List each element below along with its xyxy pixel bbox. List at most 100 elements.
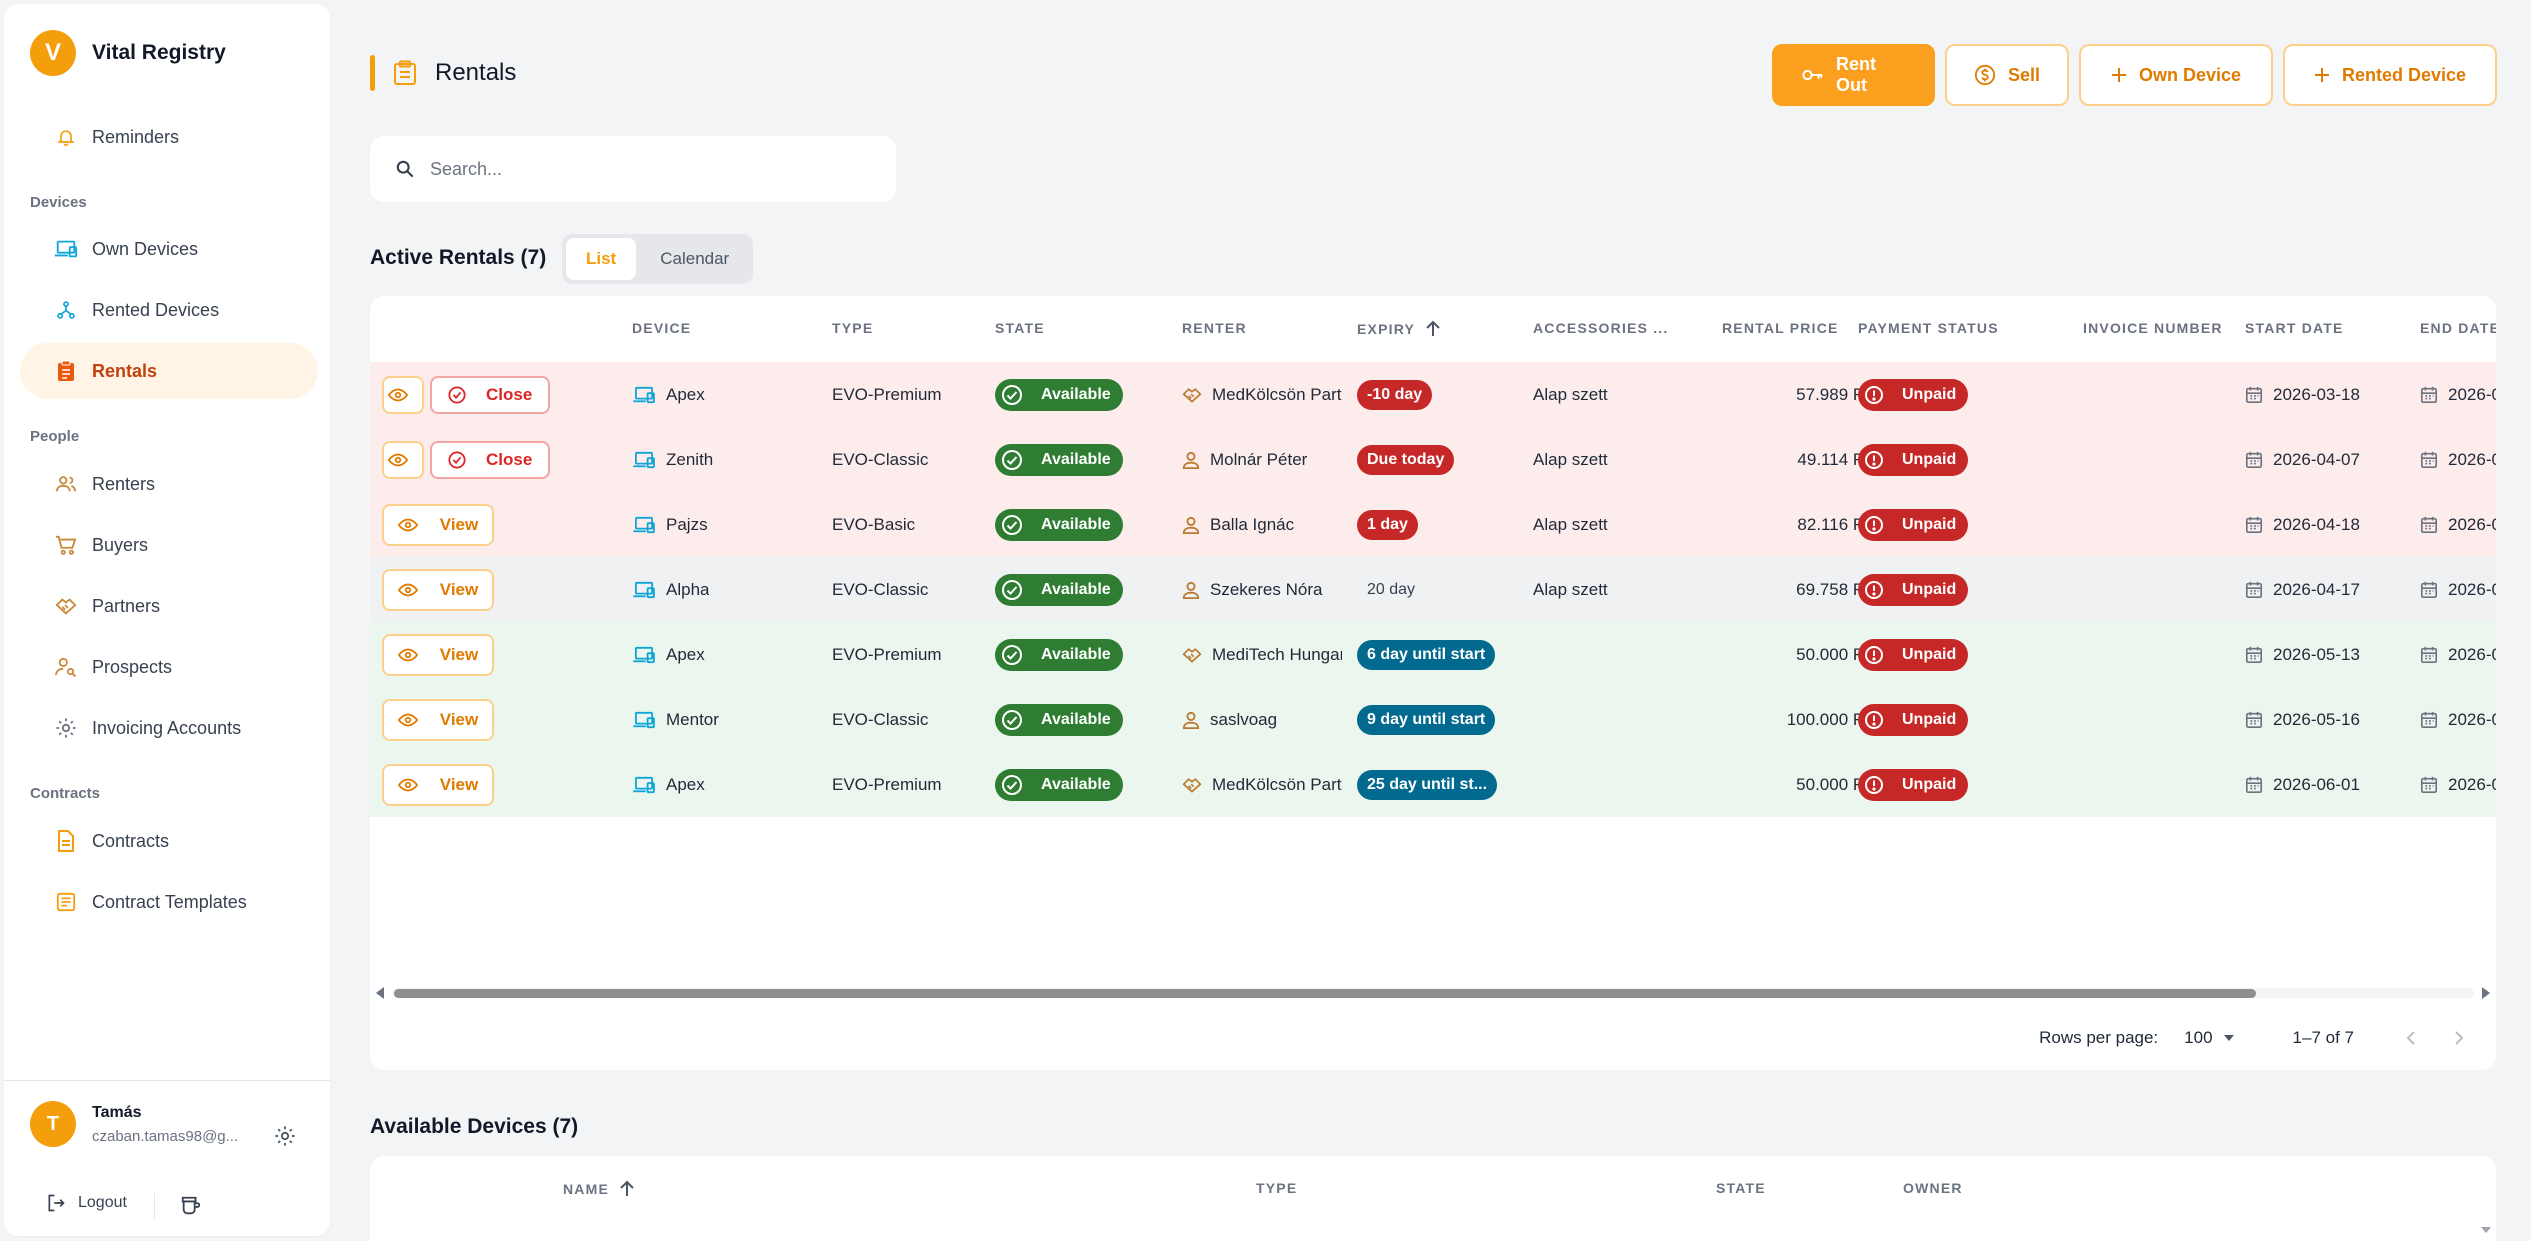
device-cell[interactable]: Mentor	[632, 687, 719, 752]
sidebar-item-contract-templates[interactable]: Contract Templates	[20, 874, 318, 930]
column-header-accessories[interactable]: ACCESSORIES ...	[1533, 320, 1669, 336]
device-icon	[632, 776, 656, 794]
handshake-icon	[1182, 386, 1202, 404]
sidebar-item-reminders[interactable]: Reminders	[20, 109, 318, 165]
expiry-cell: 6 day until start	[1357, 622, 1496, 687]
network-icon	[54, 298, 78, 322]
sidebar-item-rentals[interactable]: Rentals	[20, 343, 318, 399]
sidebar-item-prospects[interactable]: Prospects	[20, 639, 318, 695]
device-type: EVO-Classic	[832, 579, 929, 599]
column-header-owner[interactable]: OWNER	[1903, 1180, 1963, 1196]
column-header-end-date[interactable]: END DATE	[2420, 320, 2496, 336]
renter-cell[interactable]: MedKölcsön Partner	[1182, 362, 1342, 427]
add-own-device-button[interactable]: Own Device	[2079, 44, 2273, 106]
scrollbar-thumb[interactable]	[394, 989, 2256, 998]
view-rental-button[interactable]: View	[382, 763, 494, 806]
tab-list[interactable]: List	[566, 238, 637, 280]
column-header-payment-status[interactable]: PAYMENT STATUS	[1858, 320, 1999, 336]
sidebar-item-own-devices[interactable]: Own Devices	[20, 221, 318, 277]
view-rental-button[interactable]: View	[382, 503, 494, 546]
column-header-name[interactable]: NAME	[563, 1180, 635, 1198]
sidebar-item-invoicing-accounts[interactable]: Invoicing Accounts	[20, 700, 318, 756]
calendar-icon	[2420, 386, 2438, 404]
renter-cell[interactable]: MedKölcsön Partner	[1182, 752, 1342, 817]
expiry-badge: 1 day	[1357, 509, 1418, 540]
expiry-badge: 25 day until st...	[1357, 769, 1498, 800]
table-row[interactable]: View Apex EVO-Premium Available MedKölcsön P…	[370, 752, 2496, 817]
settings-gear-icon[interactable]	[274, 1125, 296, 1147]
column-header-renter[interactable]: RENTER	[1182, 320, 1247, 336]
search-input[interactable]	[430, 158, 850, 180]
device-icon	[632, 711, 656, 729]
column-header-device[interactable]: DEVICE	[632, 320, 692, 336]
payment-label: Unpaid	[1902, 645, 1957, 663]
view-rental-button[interactable]: View	[382, 698, 494, 741]
table-row[interactable]: View Mentor EVO-Classic Available saslvoag 9 …	[370, 687, 2496, 752]
renter-cell[interactable]: saslvoag	[1182, 687, 1342, 752]
close-rental-button[interactable]: Close	[430, 375, 551, 414]
tab-calendar[interactable]: Calendar	[660, 249, 730, 268]
end-date-cell: 2026-07-01	[2420, 752, 2496, 817]
sidebar-item-contracts[interactable]: Contracts	[20, 813, 318, 869]
sidebar-item-renters[interactable]: Renters	[20, 456, 318, 512]
column-header-state[interactable]: STATE	[995, 320, 1045, 336]
rent-out-button[interactable]: Rent Out	[1772, 44, 1935, 106]
view-rental-button[interactable]: View	[382, 633, 494, 676]
column-header-type[interactable]: TYPE	[1256, 1180, 1298, 1196]
column-header-expiry[interactable]: EXPIRY	[1357, 320, 1441, 338]
sell-button[interactable]: Sell	[1945, 44, 2069, 106]
column-header-invoice-number[interactable]: INVOICE NUMBER	[2083, 320, 2223, 336]
renter-cell[interactable]: Balla Ignác	[1182, 492, 1342, 557]
scroll-left-arrow-icon[interactable]	[374, 986, 386, 1000]
sidebar-item-buyers[interactable]: Buyers	[20, 517, 318, 573]
device-cell[interactable]: Apex	[632, 752, 705, 817]
coffee-icon[interactable]	[180, 1195, 202, 1217]
column-header-state[interactable]: STATE	[1716, 1180, 1766, 1196]
brand[interactable]: V Vital Registry	[30, 30, 226, 76]
start-date: 2026-04-07	[2273, 449, 2360, 469]
table-row[interactable]: Close Apex EVO-Premium Available MedKölcsön …	[370, 362, 2496, 427]
scroll-right-arrow-icon[interactable]	[2480, 986, 2492, 1000]
payment-status-cell: Unpaid	[1858, 362, 1969, 427]
user-profile[interactable]: T Tamás czaban.tamas98@g...	[30, 1101, 238, 1147]
device-type: EVO-Classic	[832, 709, 929, 729]
device-cell[interactable]: Alpha	[632, 557, 709, 622]
view-icon-button[interactable]	[382, 375, 424, 414]
close-rental-button[interactable]: Close	[430, 440, 551, 479]
status-badge: Available	[995, 573, 1123, 606]
view-rental-button[interactable]: View	[382, 568, 494, 611]
renter-cell[interactable]: Szekeres Nóra	[1182, 557, 1342, 622]
column-header-rental-price[interactable]: RENTAL PRICE	[1722, 320, 1839, 336]
previous-page-icon[interactable]	[2394, 1021, 2428, 1055]
renter-cell[interactable]: MediTech Hungary	[1182, 622, 1342, 687]
renter-name: MedKölcsön Partner	[1212, 774, 1342, 794]
active-rentals-title: Active Rentals (7)	[370, 246, 547, 269]
payment-badge: Unpaid	[1858, 638, 1969, 671]
sort-ascending-icon	[619, 1180, 635, 1198]
table-row[interactable]: Close Zenith EVO-Classic Available Molnár Pé…	[370, 427, 2496, 492]
start-date-cell: 2026-05-16	[2245, 687, 2360, 752]
scroll-down-arrow-icon[interactable]	[2480, 1226, 2492, 1234]
available-devices-table: NAME TYPE STATE OWNER	[370, 1156, 2496, 1241]
horizontal-scrollbar[interactable]	[370, 982, 2496, 1004]
device-cell[interactable]: Zenith	[632, 427, 713, 492]
status-label: Available	[1041, 385, 1111, 403]
table-row[interactable]: View Apex EVO-Premium Available MediTech Hun…	[370, 622, 2496, 687]
rows-per-page-select[interactable]: 100	[2184, 1028, 2234, 1048]
table-row[interactable]: View Alpha EVO-Classic Available Szekeres Nó…	[370, 557, 2496, 622]
column-header-type[interactable]: TYPE	[832, 320, 874, 336]
sidebar-item-partners[interactable]: Partners	[20, 578, 318, 634]
next-page-icon[interactable]	[2442, 1021, 2476, 1055]
renter-cell[interactable]: Molnár Péter	[1182, 427, 1342, 492]
logout-button[interactable]: Logout	[46, 1193, 127, 1213]
table-row[interactable]: View Pajzs EVO-Basic Available Balla Ignác 1 …	[370, 492, 2496, 557]
column-header-label: NAME	[563, 1181, 610, 1197]
sidebar-item-rented-devices[interactable]: Rented Devices	[20, 282, 318, 338]
add-rented-device-button[interactable]: Rented Device	[2283, 44, 2497, 106]
device-cell[interactable]: Apex	[632, 622, 705, 687]
device-cell[interactable]: Pajzs	[632, 492, 708, 557]
column-header-start-date[interactable]: START DATE	[2245, 320, 2344, 336]
device-cell[interactable]: Apex	[632, 362, 705, 427]
payment-badge: Unpaid	[1858, 508, 1969, 541]
view-icon-button[interactable]	[382, 440, 424, 479]
